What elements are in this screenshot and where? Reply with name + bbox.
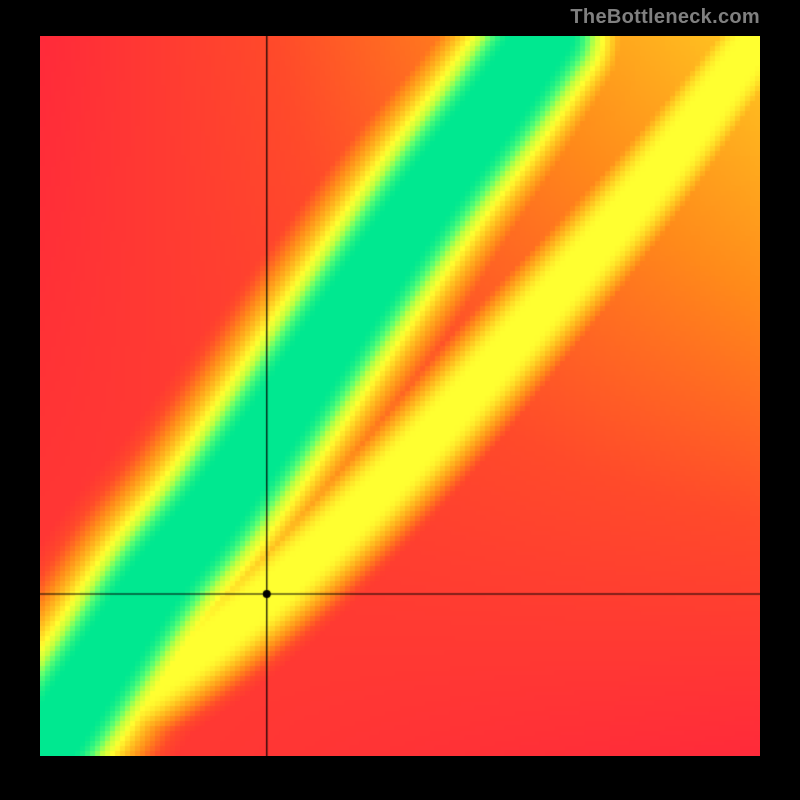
- watermark-text: TheBottleneck.com: [570, 6, 760, 29]
- heatmap-canvas: [40, 36, 760, 756]
- chart-container: TheBottleneck.com: [0, 0, 800, 800]
